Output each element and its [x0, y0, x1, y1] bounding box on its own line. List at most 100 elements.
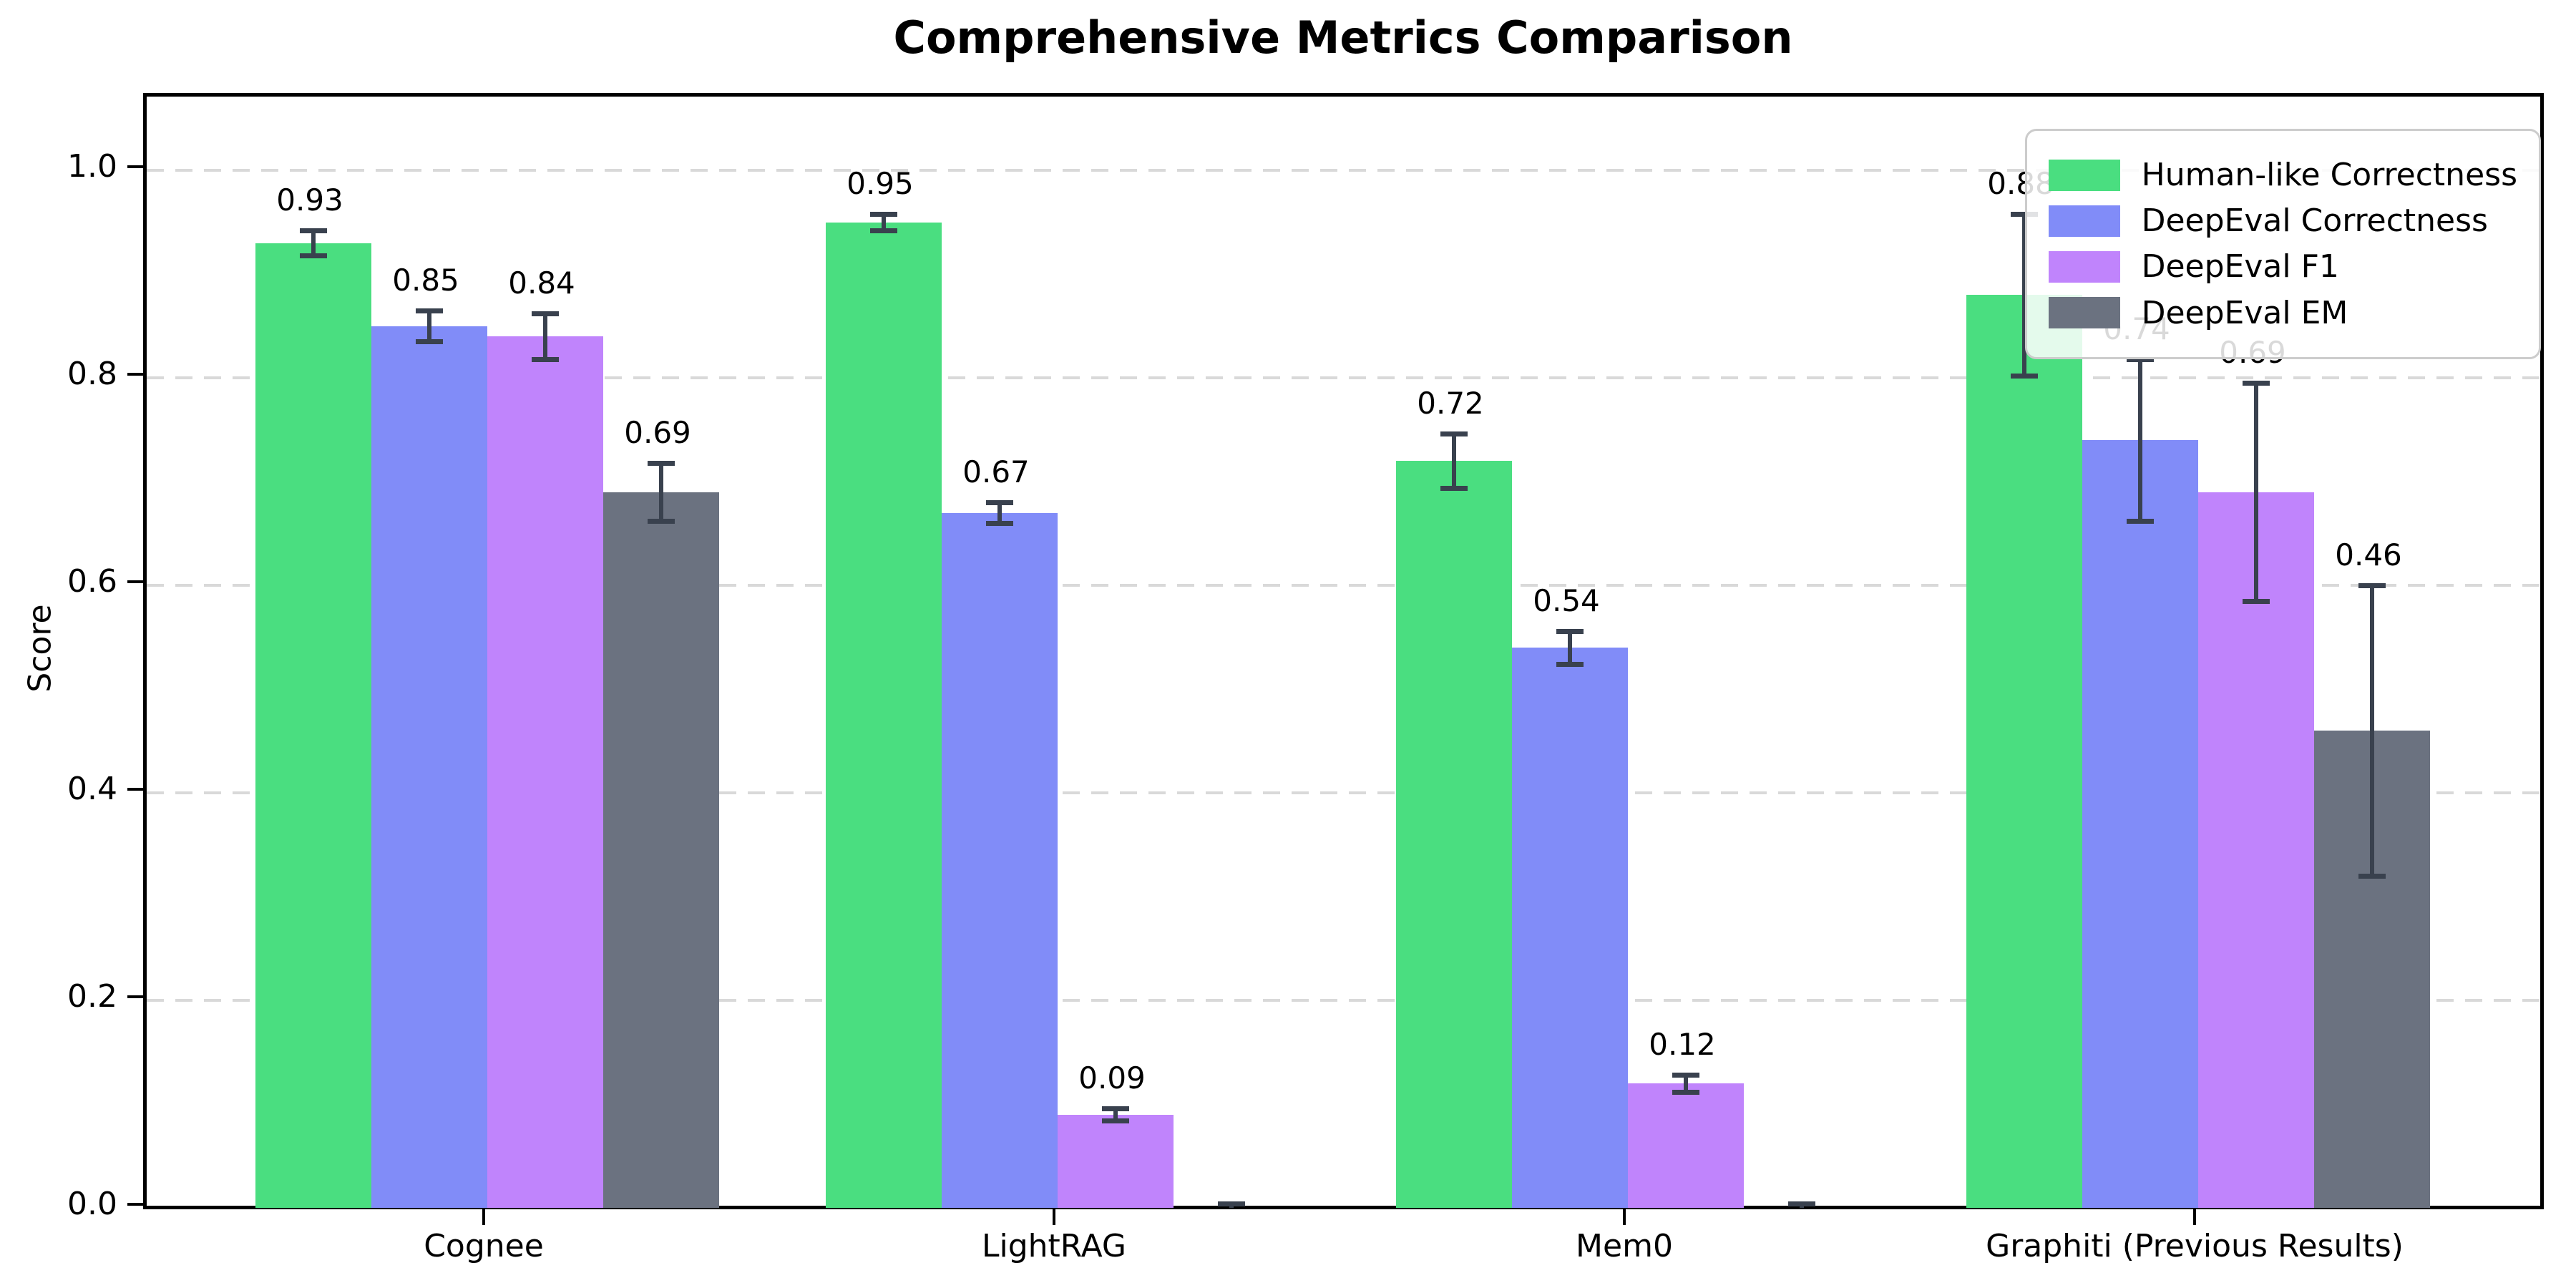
bar-value-label: 0.09 — [1078, 1060, 1146, 1096]
bar-value-label: 0.85 — [392, 262, 459, 298]
x-tick-label: LightRAG — [981, 1228, 1127, 1264]
y-tick-mark — [127, 373, 143, 376]
error-bar-top-cap — [1556, 628, 1584, 634]
legend-label: DeepEval EM — [2141, 294, 2348, 331]
error-bar-bottom-cap — [532, 356, 559, 362]
x-tick-mark — [482, 1209, 485, 1225]
bar — [487, 336, 603, 1208]
error-bar-bottom-cap — [300, 253, 327, 258]
legend-swatch — [2048, 159, 2120, 191]
x-tick-mark — [1623, 1209, 1626, 1225]
error-bar — [997, 502, 1002, 523]
error-bar — [1452, 434, 1456, 488]
bar — [1396, 461, 1512, 1208]
chart-title: Comprehensive Metrics Comparison — [893, 11, 1793, 64]
bar — [603, 492, 719, 1208]
bar — [1512, 648, 1628, 1208]
y-tick-label: 0.4 — [67, 771, 117, 807]
x-tick-label: Graphiti (Previous Results) — [1986, 1228, 2404, 1264]
bar-value-label: 0.95 — [847, 165, 914, 201]
error-bar-top-cap — [532, 311, 559, 317]
error-bar-top-cap — [300, 228, 327, 234]
bar — [371, 326, 487, 1208]
error-bar-bottom-cap — [648, 519, 675, 525]
gridline — [147, 376, 2540, 379]
bar — [1966, 295, 2082, 1208]
error-bar-bottom-cap — [986, 521, 1013, 526]
error-bar — [543, 313, 547, 359]
error-bar-top-cap — [2127, 356, 2154, 362]
error-bar — [2370, 585, 2374, 876]
gridline — [147, 169, 2540, 172]
error-bar — [1113, 1108, 1118, 1121]
error-bar-top-cap — [986, 500, 1013, 505]
error-bar-bottom-cap — [2358, 874, 2386, 879]
bar — [2082, 440, 2198, 1208]
error-bar-bottom-cap — [870, 228, 897, 234]
legend-item: DeepEval Correctness — [2048, 200, 2517, 241]
x-tick-label: Cognee — [424, 1228, 544, 1264]
x-tick-mark — [2193, 1209, 2196, 1225]
error-bar-top-cap — [1440, 431, 1468, 437]
y-tick-mark — [127, 580, 143, 583]
bar-value-label: 0.54 — [1533, 582, 1600, 618]
error-bar-top-cap — [1788, 1201, 1815, 1207]
error-bar-bottom-cap — [1102, 1118, 1129, 1124]
legend-item: DeepEval EM — [2048, 293, 2517, 333]
y-tick-label: 0.8 — [67, 356, 117, 392]
error-bar-bottom-cap — [2127, 519, 2154, 525]
bar-value-label: 0.93 — [276, 182, 343, 218]
x-tick-mark — [1053, 1209, 1055, 1225]
error-bar — [659, 462, 663, 522]
error-bar-top-cap — [870, 211, 897, 217]
error-bar — [2138, 358, 2142, 522]
error-bar-top-cap — [416, 308, 443, 313]
y-tick-label: 0.6 — [67, 563, 117, 600]
legend-label: Human-like Correctness — [2141, 157, 2517, 193]
gridline — [147, 791, 2540, 794]
bar — [942, 512, 1058, 1208]
x-tick-label: Mem0 — [1576, 1228, 1673, 1264]
bar-value-label: 0.84 — [508, 265, 575, 301]
y-axis-label: Score — [21, 604, 59, 693]
y-tick-label: 1.0 — [67, 148, 117, 185]
legend-swatch — [2048, 250, 2120, 283]
legend: Human-like Correctness DeepEval Correctne… — [2024, 129, 2541, 359]
legend-swatch — [2048, 205, 2120, 237]
error-bar-top-cap — [2358, 583, 2386, 588]
y-tick-label: 0.2 — [67, 978, 117, 1015]
error-bar — [2254, 383, 2258, 601]
y-tick-mark — [127, 995, 143, 998]
bar — [2198, 492, 2314, 1208]
error-bar-bottom-cap — [2011, 374, 2038, 379]
bar-value-label: 0.67 — [962, 454, 1030, 489]
legend-item: DeepEval F1 — [2048, 246, 2517, 287]
y-tick-mark — [127, 165, 143, 168]
error-bar-bottom-cap — [1440, 485, 1468, 491]
error-bar — [1684, 1075, 1688, 1092]
error-bar — [427, 310, 431, 342]
error-bar — [311, 230, 316, 255]
legend-swatch — [2048, 297, 2120, 329]
error-bar — [882, 213, 886, 231]
bar-value-label: 0.72 — [1417, 386, 1484, 421]
legend-item: Human-like Correctness — [2048, 155, 2517, 195]
error-bar-top-cap — [648, 460, 675, 466]
error-bar-top-cap — [1672, 1073, 1699, 1078]
legend-label: DeepEval F1 — [2141, 248, 2339, 286]
error-bar-bottom-cap — [1672, 1089, 1699, 1095]
gridline — [147, 584, 2540, 587]
y-tick-mark — [127, 1203, 143, 1206]
bar-value-label: 0.12 — [1649, 1027, 1716, 1063]
bar — [1628, 1083, 1744, 1208]
error-bar-top-cap — [2011, 211, 2038, 217]
bar-value-label: 0.46 — [2335, 537, 2402, 572]
bar — [826, 222, 942, 1208]
error-bar-bottom-cap — [1556, 662, 1584, 668]
legend-label: DeepEval Correctness — [2141, 203, 2488, 240]
error-bar — [2022, 213, 2026, 376]
error-bar-bottom-cap — [416, 339, 443, 345]
y-tick-mark — [127, 788, 143, 791]
y-tick-label: 0.0 — [67, 1186, 117, 1222]
